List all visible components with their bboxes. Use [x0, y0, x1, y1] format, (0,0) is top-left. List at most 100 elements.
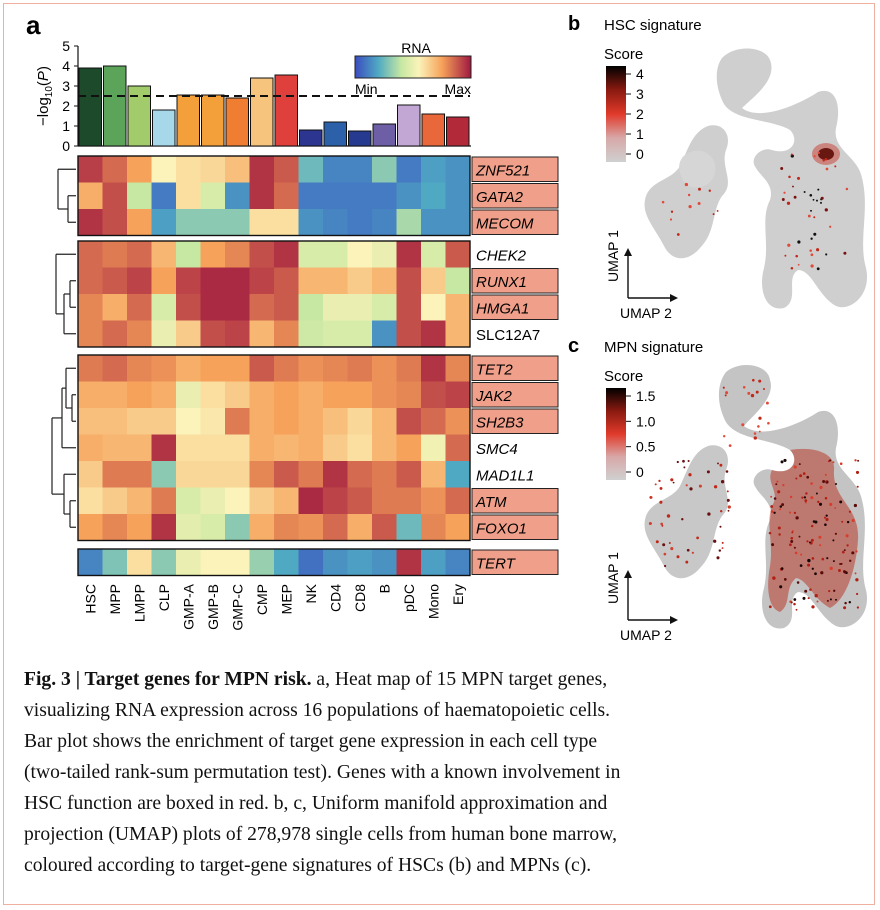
umap-cell-dot	[672, 481, 675, 484]
heatmap-cell	[298, 355, 324, 382]
bar-hsc	[78, 67, 102, 147]
umap-hsc-y-arrowhead	[624, 248, 632, 256]
umap-cell-dot	[798, 463, 801, 466]
umap-cell-dot	[844, 601, 847, 605]
bar-cd8	[348, 130, 372, 147]
colorbar-tick-label: 4	[636, 66, 644, 82]
umap-cell-dot	[802, 472, 806, 475]
bar-mono	[421, 113, 445, 147]
caption-line-2: visualizing RNA expression across 16 pop…	[24, 700, 611, 721]
heatmap-cell	[396, 461, 422, 488]
heatmap-cell	[445, 241, 471, 268]
panel-b-label: b	[568, 13, 580, 35]
bar-y-tick-label: 0	[62, 138, 70, 154]
column-label-pdc: pDC	[401, 584, 417, 612]
gene-label-jak2: JAK2	[475, 388, 513, 405]
heatmap-cell	[445, 156, 471, 183]
caption-line-6: projection (UMAP) plots of 278,978 singl…	[24, 824, 617, 845]
heatmap-cell	[151, 461, 177, 488]
heatmap-cell	[200, 434, 226, 462]
gene-label-tet2: TET2	[476, 361, 513, 378]
umap-cell-dot	[855, 470, 860, 474]
heatmap-cell	[249, 156, 275, 183]
umap-cell-dot	[782, 483, 785, 487]
umap-cell-dot	[846, 520, 850, 524]
umap-cell-dot	[775, 483, 778, 486]
umap-cell-dot	[807, 214, 811, 218]
heatmap-cell	[421, 381, 446, 409]
umap-cell-dot	[706, 470, 710, 474]
umap-cell-dot	[685, 484, 688, 487]
heatmap-cell	[421, 182, 446, 210]
umap-cell-dot	[697, 201, 701, 206]
umap-cell-dot	[777, 526, 781, 530]
heatmap-cell	[396, 241, 422, 268]
umap-cell-dot	[814, 572, 817, 576]
umap-cell-dot	[670, 547, 674, 551]
caption-text-1: a, Heat map of 15 MPN target genes,	[311, 669, 608, 690]
colorbar-tick-label: 0.5	[636, 439, 656, 455]
umap-cell-dot	[750, 393, 755, 398]
dendrograms	[51, 168, 76, 528]
umap-cell-dot	[825, 253, 828, 256]
umap-cell-dot	[810, 496, 814, 500]
cell-type-labels: HSC MPP LMPP CLP GMP-A GMP-B GMP-C CMP MEP NK CD4 C…	[82, 583, 466, 630]
heatmap-cell	[102, 209, 128, 236]
column-label-clp: CLP	[156, 584, 172, 611]
column-label-mep: MEP	[278, 584, 294, 614]
heatmap-cell	[298, 514, 324, 541]
umap-cell-dot	[807, 558, 811, 563]
umap-cell-dot	[821, 557, 825, 561]
heatmap-cell	[225, 320, 250, 348]
heatmap-cell	[323, 267, 348, 295]
heatmap-cell	[396, 434, 422, 462]
umap-cell-dot	[816, 600, 819, 603]
heatmap-cell	[249, 381, 275, 409]
umap-hsc-y-label: UMAP 1	[605, 230, 621, 282]
heatmap-cell	[200, 381, 226, 409]
umap-cell-dot	[817, 188, 820, 191]
heatmap-cell	[200, 549, 226, 576]
umap-cell-dot	[825, 167, 829, 171]
umap-cell-dot	[822, 480, 826, 483]
colorbar-tick-label: 3	[636, 86, 644, 102]
heatmap-cell	[445, 514, 471, 541]
heatmap-cell	[445, 381, 471, 409]
heatmap-group-border	[77, 240, 471, 348]
umap-mpn-cluster-left	[644, 445, 728, 579]
umap-cell-dot	[816, 199, 818, 202]
umap-cell-dot	[685, 560, 689, 564]
umap-cell-dot	[787, 243, 791, 247]
umap-cell-dot	[825, 514, 828, 517]
heatmap-cell	[347, 241, 373, 268]
colorbar-tick-label: 2	[636, 106, 644, 122]
umap-cell-dot	[659, 500, 663, 504]
bar-clp	[152, 109, 176, 147]
heatmap-cell	[249, 355, 275, 382]
heatmap-cell	[176, 156, 201, 183]
heatmap-cell	[372, 156, 397, 183]
heatmap-cell	[127, 267, 152, 295]
umap-cell-dot	[676, 555, 680, 559]
heatmap-cell	[421, 320, 446, 348]
umap-cell-dot	[770, 505, 774, 508]
umap-cell-dot	[660, 522, 664, 526]
heatmap-cell	[102, 182, 128, 210]
heatmap-cell	[274, 267, 299, 295]
umap-cell-dot	[752, 378, 755, 382]
heatmap-cell	[372, 487, 397, 515]
heatmap-cell	[127, 209, 152, 236]
heatmap-cell	[372, 461, 397, 488]
umap-cell-dot	[721, 541, 724, 544]
caption-line-3: Bar plot shows the enrichment of target …	[24, 731, 598, 752]
umap-cell-dot	[718, 549, 722, 552]
umap-cell-dot	[840, 562, 843, 565]
heatmap-cell	[249, 294, 275, 321]
heatmap-cell	[323, 241, 348, 268]
heatmap-cell	[102, 487, 128, 515]
heatmap-cell	[274, 355, 299, 382]
umap-cell-dot	[823, 516, 826, 519]
heatmap-cell	[274, 461, 299, 488]
umap-cell-dot	[818, 535, 822, 539]
umap-cell-dot	[797, 263, 800, 266]
